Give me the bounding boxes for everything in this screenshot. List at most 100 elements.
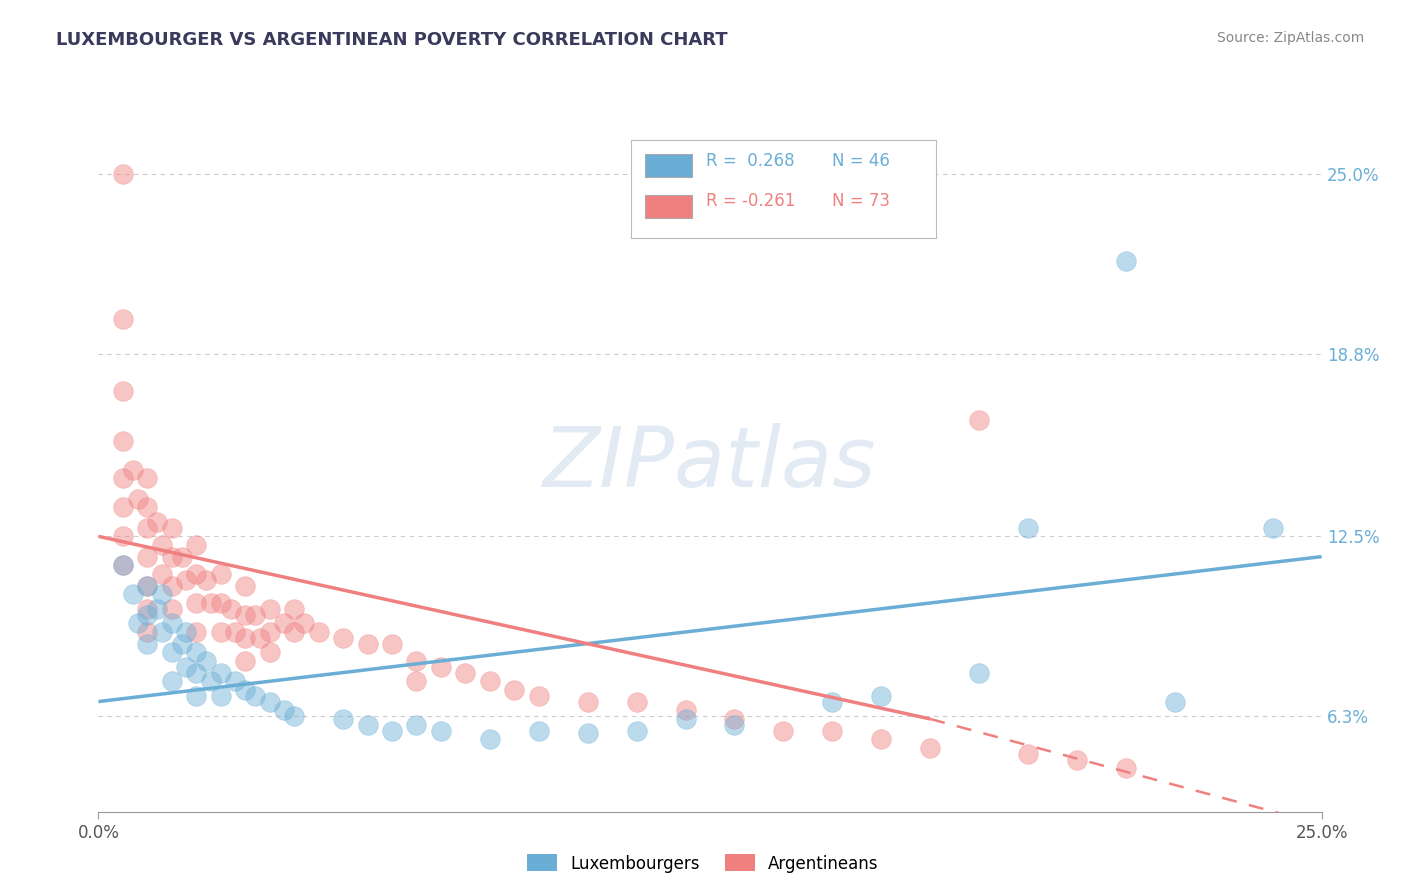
Point xyxy=(576,726,599,740)
Point xyxy=(160,549,183,564)
Point xyxy=(259,694,281,708)
Point xyxy=(1017,747,1039,761)
Point xyxy=(478,732,501,747)
Point xyxy=(527,723,550,738)
Point xyxy=(209,665,232,680)
Point xyxy=(186,538,208,552)
Point xyxy=(454,665,477,680)
Bar xyxy=(645,154,692,178)
Point xyxy=(233,683,256,698)
Point xyxy=(127,616,149,631)
Point xyxy=(259,624,281,639)
Point xyxy=(967,665,990,680)
Point xyxy=(111,167,134,181)
Point xyxy=(292,616,315,631)
Point xyxy=(111,558,134,573)
Point xyxy=(243,689,266,703)
Point xyxy=(283,602,305,616)
Text: ZIPatlas: ZIPatlas xyxy=(543,424,877,504)
Point xyxy=(136,579,159,593)
Point xyxy=(332,712,354,726)
Point xyxy=(243,607,266,622)
Point xyxy=(150,624,173,639)
Point xyxy=(186,624,208,639)
Point xyxy=(1017,521,1039,535)
Point xyxy=(136,521,159,535)
Point xyxy=(920,740,942,755)
Point xyxy=(332,631,354,645)
Point xyxy=(405,717,427,731)
Point xyxy=(527,689,550,703)
Point xyxy=(772,723,794,738)
Point xyxy=(209,624,232,639)
Point xyxy=(723,712,745,726)
Point xyxy=(160,579,183,593)
Point xyxy=(111,500,134,515)
Point xyxy=(259,602,281,616)
Point xyxy=(1261,521,1284,535)
Point xyxy=(821,694,844,708)
Point xyxy=(967,413,990,427)
Point xyxy=(233,654,256,668)
Point xyxy=(209,596,232,610)
Point xyxy=(111,529,134,543)
Point xyxy=(150,538,173,552)
Point xyxy=(160,602,183,616)
Point xyxy=(160,674,183,689)
Point xyxy=(870,689,893,703)
Text: N = 46: N = 46 xyxy=(832,152,890,170)
Legend: Luxembourgers, Argentineans: Luxembourgers, Argentineans xyxy=(520,847,886,880)
Point xyxy=(176,660,198,674)
Point xyxy=(186,596,208,610)
Point xyxy=(209,567,232,582)
Point xyxy=(381,637,404,651)
Point xyxy=(381,723,404,738)
Point xyxy=(195,573,218,587)
Point xyxy=(136,602,159,616)
Point xyxy=(430,723,453,738)
Point xyxy=(160,616,183,631)
Point xyxy=(186,645,208,659)
Point xyxy=(150,587,173,601)
Point xyxy=(146,602,169,616)
Point xyxy=(186,665,208,680)
Point xyxy=(121,463,143,477)
Point xyxy=(136,471,159,485)
Point xyxy=(626,723,648,738)
Point xyxy=(111,434,134,448)
Point xyxy=(1066,753,1088,767)
Point xyxy=(259,645,281,659)
Point xyxy=(176,573,198,587)
Point xyxy=(233,579,256,593)
Point xyxy=(675,703,697,717)
Point xyxy=(146,515,169,529)
Point xyxy=(821,723,844,738)
Point xyxy=(308,624,330,639)
Point xyxy=(136,579,159,593)
Point xyxy=(1164,694,1187,708)
Point xyxy=(675,712,697,726)
FancyBboxPatch shape xyxy=(630,140,936,238)
Point xyxy=(283,709,305,723)
Point xyxy=(219,602,242,616)
Point xyxy=(195,654,218,668)
Point xyxy=(111,312,134,326)
Point xyxy=(478,674,501,689)
Point xyxy=(186,689,208,703)
Text: R =  0.268: R = 0.268 xyxy=(706,152,794,170)
Point xyxy=(233,607,256,622)
Text: N = 73: N = 73 xyxy=(832,193,890,211)
Point xyxy=(111,471,134,485)
Point xyxy=(576,694,599,708)
Point xyxy=(233,631,256,645)
Point xyxy=(186,567,208,582)
Point xyxy=(273,616,295,631)
Point xyxy=(136,637,159,651)
Point xyxy=(249,631,271,645)
Point xyxy=(1115,254,1137,268)
Point xyxy=(170,549,193,564)
Point xyxy=(224,624,246,639)
Point xyxy=(111,558,134,573)
Point xyxy=(283,624,305,639)
Text: Source: ZipAtlas.com: Source: ZipAtlas.com xyxy=(1216,31,1364,45)
